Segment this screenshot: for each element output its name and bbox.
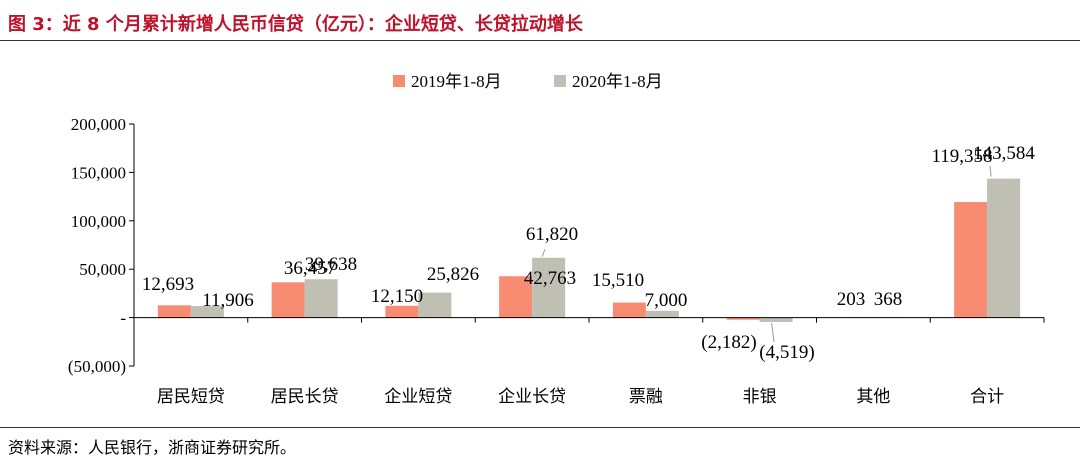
bar: [954, 202, 988, 318]
bar: [532, 257, 566, 318]
bar: [304, 279, 338, 318]
source-note: 资料来源：人民银行，浙商证券研究所。: [8, 438, 297, 457]
y-tick-label: 100,000: [71, 212, 126, 231]
data-label: 11,906: [202, 290, 254, 311]
label-leader-line: [541, 248, 546, 257]
data-label: 12,150: [371, 286, 423, 307]
bar: [612, 302, 646, 318]
bar: [726, 317, 760, 320]
x-tick-label: 非银: [743, 387, 777, 407]
x-tick-label: 居民长贷: [271, 387, 339, 407]
data-label: 143,584: [973, 143, 1035, 164]
data-label: 36,457: [284, 258, 336, 279]
x-tick-label: 企业长贷: [498, 387, 566, 407]
x-tick-label: 居民短贷: [157, 387, 225, 407]
data-label: 368: [874, 289, 903, 310]
bar: [271, 282, 305, 318]
bar: [645, 310, 679, 318]
y-tick-label: 200,000: [71, 115, 126, 134]
data-label: 7,000: [645, 290, 688, 311]
data-label: (2,182): [701, 332, 756, 353]
bar: [190, 306, 224, 318]
bars: [157, 178, 1021, 322]
bar: [418, 292, 452, 318]
data-label: 39,638: [305, 254, 357, 275]
y-tick-label: (50,000): [68, 357, 126, 376]
legend-label: 2019年1-8月: [411, 72, 502, 91]
bar-chart: 2019年1-8月 2020年1-8月 (50,000) - 50,000 100,00…: [68, 72, 1045, 407]
y-tick-label: 150,000: [71, 163, 126, 182]
label-leader-line: [771, 322, 775, 343]
x-tick-label: 其他: [856, 387, 890, 407]
data-label: (4,519): [759, 342, 814, 363]
source-rule: [0, 427, 1080, 428]
x-tick-label: 合计: [970, 387, 1004, 407]
bar: [157, 305, 191, 318]
legend-swatch: [393, 75, 405, 87]
data-label: 15,510: [592, 270, 644, 291]
legend-label: 2020年1-8月: [572, 72, 663, 91]
legend: 2019年1-8月 2020年1-8月: [393, 72, 663, 91]
data-label: 12,693: [142, 274, 194, 295]
data-label: 61,820: [526, 224, 578, 245]
data-label: 42,763: [524, 268, 576, 289]
y-tick-label: -: [120, 309, 126, 328]
legend-swatch: [554, 75, 566, 87]
label-leader-line: [989, 165, 992, 177]
x-tick-label: 企业短贷: [384, 387, 452, 407]
y-tick-label: 50,000: [79, 260, 126, 279]
figure-title: 图 3：近 8 个月累计新增人民币信贷（亿元）：企业短贷、长贷拉动增长: [8, 14, 583, 35]
data-label: 119,358: [931, 146, 992, 167]
x-axis: 居民短贷 居民长贷 企业短贷 企业长贷 票融 非银 其他 合计: [133, 317, 1045, 407]
bar: [499, 276, 533, 318]
title-rule: [0, 40, 1080, 41]
data-label: 203: [837, 289, 866, 310]
y-axis: (50,000) - 50,000 100,000 150,000 200,000: [68, 115, 135, 376]
bar: [759, 317, 793, 322]
bar: [385, 305, 419, 318]
x-tick-label: 票融: [629, 387, 663, 407]
data-label: 25,826: [427, 264, 479, 285]
bar: [987, 178, 1021, 318]
